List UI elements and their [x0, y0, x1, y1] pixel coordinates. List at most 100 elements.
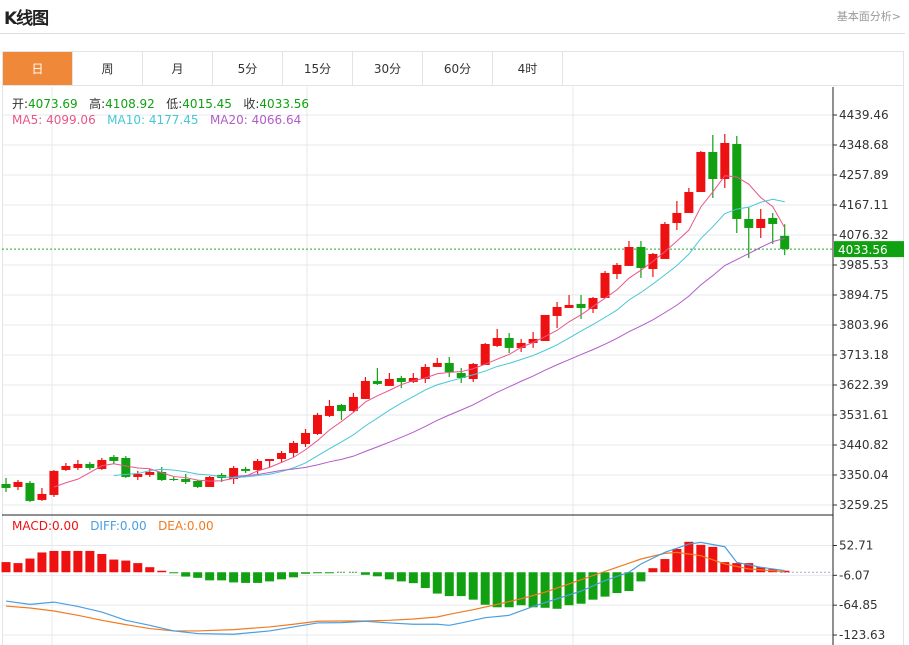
ma5-line: [53, 175, 786, 488]
candle-up: [624, 246, 634, 266]
y-tick-label: 3803.96: [839, 318, 889, 332]
tab-15min[interactable]: 15分: [283, 52, 353, 85]
ma-info: MA5: 4099.06 MA10: 4177.45 MA20: 4066.64: [12, 113, 301, 127]
candle-up: [145, 471, 155, 475]
macd-bar-positive: [696, 544, 706, 573]
open-value: 4073.69: [28, 97, 78, 111]
candle-down: [121, 457, 131, 477]
candle-down: [241, 468, 251, 471]
tab-60min[interactable]: 60分: [423, 52, 493, 85]
candle-down: [780, 235, 790, 250]
macd-bar-positive: [145, 567, 155, 573]
candle-up: [348, 396, 358, 411]
candle-up: [756, 218, 766, 228]
last-price-badge: [834, 241, 904, 258]
candle-up: [205, 476, 215, 487]
macd-bar-positive: [37, 552, 47, 573]
candle-down: [169, 478, 179, 480]
macd-bar-negative: [312, 572, 322, 574]
candle-up: [492, 337, 502, 346]
candle-up: [289, 442, 299, 453]
macd-bar-negative: [528, 572, 538, 608]
candle-down: [444, 362, 454, 372]
macd-bar-positive: [121, 560, 131, 573]
tab-month[interactable]: 月: [143, 52, 213, 85]
ma20-line: [233, 237, 785, 477]
ma5-label: MA5:: [12, 113, 43, 127]
fundamental-analysis-link[interactable]: 基本面分析>: [836, 10, 901, 23]
macd-bar-negative: [564, 572, 574, 606]
high-value: 4108.92: [105, 97, 155, 111]
ma20-label: MA20:: [209, 113, 248, 127]
macd-value: MACD:0.00: [12, 519, 79, 533]
candle-down: [732, 143, 742, 219]
candle-up: [408, 377, 418, 382]
macd-bar-positive: [25, 558, 35, 573]
macd-y-tick-label: 52.71: [839, 539, 873, 553]
y-tick-label: 4167.11: [839, 198, 889, 212]
macd-bar-positive: [133, 563, 143, 573]
macd-bar-negative: [217, 572, 227, 581]
macd-bar-negative: [636, 572, 646, 582]
tab-30min[interactable]: 30分: [353, 52, 423, 85]
macd-bar-negative: [480, 572, 490, 605]
tab-4h[interactable]: 4时: [493, 52, 563, 85]
candle-up: [49, 470, 59, 495]
macd-bar-positive: [13, 563, 23, 573]
candle-up: [13, 481, 23, 487]
macd-bar-positive: [157, 570, 167, 573]
ma10-value: 4177.45: [148, 113, 199, 127]
macd-bar-negative: [205, 572, 215, 581]
macd-bar-negative: [492, 572, 502, 608]
macd-bar-negative: [432, 572, 442, 594]
page-title: K线图: [4, 9, 49, 29]
candle-up: [420, 366, 430, 379]
candle-down: [504, 337, 514, 348]
tab-day[interactable]: 日: [3, 52, 73, 85]
candle-down: [193, 480, 203, 487]
candle-up: [588, 297, 598, 309]
macd-bar-negative: [193, 572, 203, 578]
candle-up: [552, 306, 562, 316]
candle-down: [456, 372, 466, 378]
macd-y-tick-label: -64.85: [839, 598, 878, 612]
candle-down: [372, 380, 382, 384]
candle-up: [61, 465, 71, 470]
macd-bar-positive: [61, 550, 71, 573]
macd-bar-negative: [324, 572, 334, 574]
ma5-value: 4099.06: [46, 113, 96, 127]
candle-up: [540, 314, 550, 341]
candle-up: [480, 343, 490, 365]
macd-bar-negative: [600, 572, 610, 597]
low-label: 低:: [166, 97, 183, 111]
macd-bar-positive: [720, 562, 730, 573]
candle-up: [684, 191, 694, 213]
candle-up: [672, 212, 682, 223]
candle-down: [708, 151, 718, 179]
macd-bar-negative: [396, 572, 406, 582]
macd-bar-negative: [241, 572, 251, 583]
tab-5min[interactable]: 5分: [213, 52, 283, 85]
tab-week[interactable]: 周: [73, 52, 143, 85]
candle-up: [301, 432, 310, 444]
macd-bar-negative: [384, 572, 394, 580]
candle-down: [576, 303, 586, 308]
y-tick-label: 3622.39: [839, 378, 889, 392]
candle-down: [85, 463, 95, 468]
macd-bar-positive: [1, 562, 11, 573]
y-tick-label: 3350.04: [839, 468, 889, 482]
macd-bar-positive: [732, 563, 742, 573]
macd-y-tick-label: -6.07: [839, 568, 870, 582]
macd-bar-negative: [277, 572, 287, 580]
ohlc-info: 开:4073.69 高:4108.92 低:4015.45 收:4033.56: [12, 95, 309, 112]
macd-bar-negative: [265, 572, 275, 582]
candle-up: [265, 458, 275, 461]
candle-up: [600, 272, 610, 298]
y-tick-label: 3894.75: [839, 288, 889, 302]
diff-line: [5, 541, 785, 635]
close-label: 收:: [243, 97, 260, 111]
candle-up: [612, 264, 622, 274]
y-tick-label: 3259.25: [839, 498, 889, 512]
macd-bar-positive: [49, 550, 59, 573]
